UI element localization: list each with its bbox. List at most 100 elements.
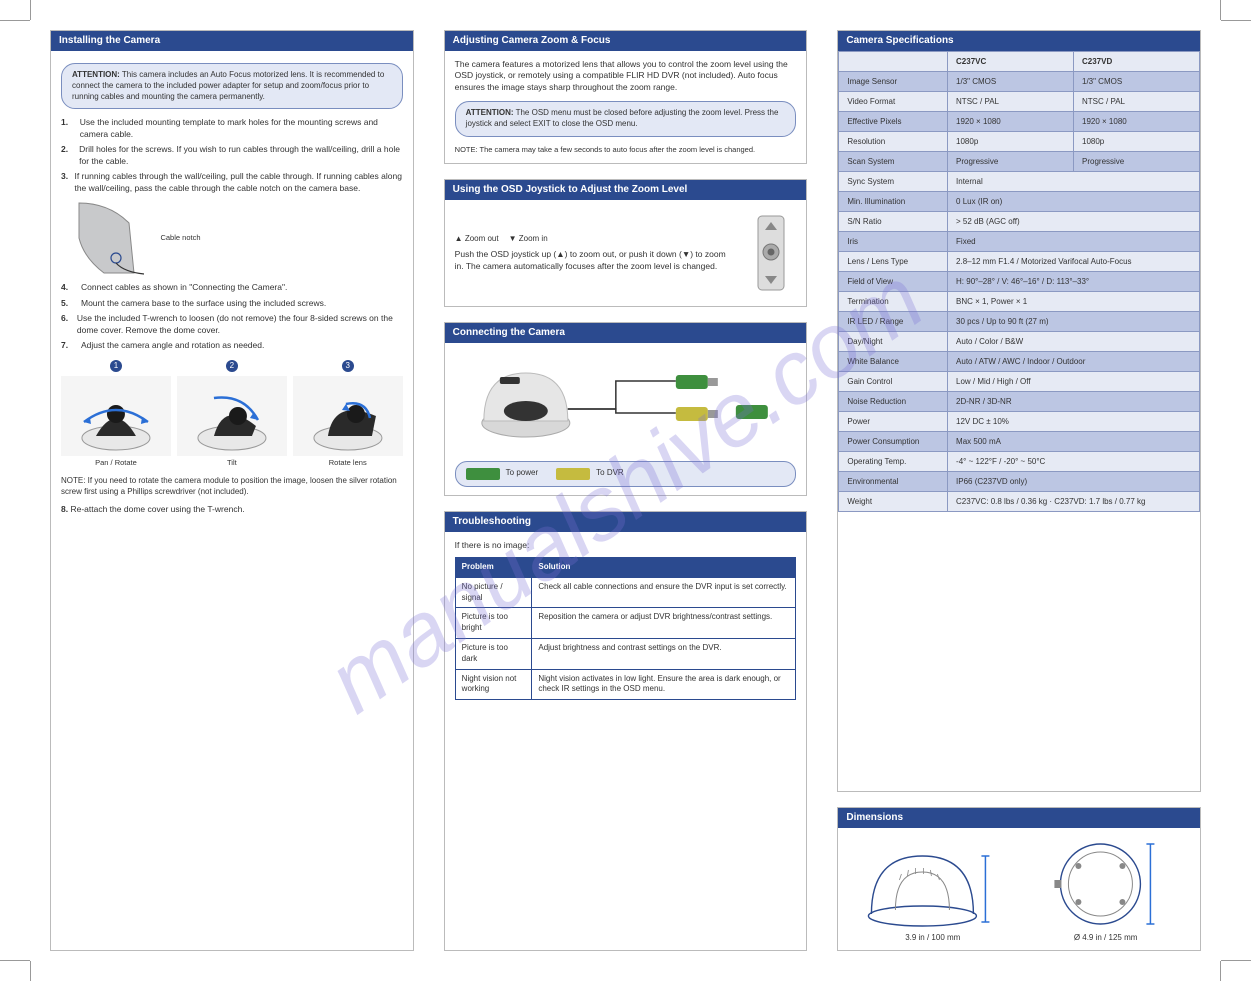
install-step-note: NOTE: If you need to rotate the camera m… [61,476,403,498]
spec-label-cell: Power [839,412,948,432]
spec-header-cell [839,52,948,72]
spec-label-cell: Sync System [839,172,948,192]
panel-install: Installing the Camera ATTENTION: This ca… [50,30,414,951]
spec-label-cell: Lens / Lens Type [839,252,948,272]
joystick-body: Push the OSD joystick up (▲) to zoom out… [455,249,737,272]
panel-install-header: Installing the Camera [51,31,413,51]
table-cell: Night vision not working [455,669,532,700]
dim-side-view: 3.9 in / 100 mm [846,836,1019,942]
spec-value-cell: NTSC / PAL [1074,92,1200,112]
spec-row: Image Sensor1/3" CMOS1/3" CMOS [839,72,1200,92]
spec-label-cell: Image Sensor [839,72,948,92]
spec-row: Resolution1080p1080p [839,132,1200,152]
install-step-7: Adjust the camera angle and rotation as … [81,340,264,351]
spec-value-cell: 12V DC ± 10% [948,412,1200,432]
spec-row: Power12V DC ± 10% [839,412,1200,432]
spec-value-cell: H: 90°–28° / V: 46°–16° / D: 113°–33° [948,272,1200,292]
spec-value-cell: Progressive [1074,152,1200,172]
spec-value-cell: 1/3" CMOS [948,72,1074,92]
zoom-att-title: ATTENTION: [466,108,514,117]
spec-label-cell: Power Consumption [839,432,948,452]
spec-value-cell: 1080p [1074,132,1200,152]
table-cell: Reposition the camera or adjust DVR brig… [532,608,796,639]
adj-pan-icon [61,376,171,456]
install-step-1: Use the included mounting template to ma… [80,117,403,140]
spec-row: Operating Temp.-4° ~ 122°F / -20° ~ 50°C [839,452,1200,472]
spec-label-cell: IR LED / Range [839,312,948,332]
spec-label-cell: S/N Ratio [839,212,948,232]
spec-row: Lens / Lens Type2.8–12 mm F1.4 / Motoriz… [839,252,1200,272]
legend-power: To power [506,468,538,479]
panel-connect-header: Connecting the Camera [445,323,807,343]
trouble-intro: If there is no image: [455,540,797,551]
spec-label-cell: Field of View [839,272,948,292]
spec-label-cell: Day/Night [839,332,948,352]
spec-label-cell: Scan System [839,152,948,172]
zoom-body: The camera features a motorized lens tha… [455,59,797,93]
spec-row: S/N Ratio> 52 dB (AGC off) [839,212,1200,232]
adj-cell-2: 2 Tilt [177,360,287,469]
spec-label-cell: White Balance [839,352,948,372]
spec-header-cell: C237VD [1074,52,1200,72]
spec-value-cell: Progressive [948,152,1074,172]
spec-row: Power ConsumptionMax 500 mA [839,432,1200,452]
spec-value-cell: 1920 × 1080 [948,112,1074,132]
spec-value-cell: Fixed [948,232,1200,252]
spec-value-cell: 1/3" CMOS [1074,72,1200,92]
panel-dimensions: Dimensions [837,807,1201,951]
spec-row: White BalanceAuto / ATW / AWC / Indoor /… [839,352,1200,372]
install-steps: Use the included mounting template to ma… [61,117,403,351]
dim-bottom-view: Ø 4.9 in / 125 mm [1019,836,1192,942]
spec-label-cell: Min. Illumination [839,192,948,212]
spec-label-cell: Video Format [839,92,948,112]
spec-label-cell: Environmental [839,472,948,492]
plug-video-icon [556,468,590,480]
spec-value-cell: C237VC: 0.8 lbs / 0.36 kg · C237VD: 1.7 … [948,492,1200,512]
install-step-6: Use the included T-wrench to loosen (do … [77,313,403,336]
install-step-8: Re-attach the dome cover using the T-wre… [70,504,244,514]
adjustment-row: 1 Pan / Rotate [61,360,403,469]
panel-dim-header: Dimensions [838,808,1200,828]
install-step-3: If running cables through the wall/ceili… [74,171,401,192]
spec-header-cell: C237VC [948,52,1074,72]
dim-dia-label: Ø 4.9 in / 125 mm [1019,933,1192,942]
spec-table: C237VCC237VDImage Sensor1/3" CMOS1/3" CM… [838,51,1200,512]
adj-tilt-icon [177,376,287,456]
spec-row: Effective Pixels1920 × 10801920 × 1080 [839,112,1200,132]
spec-label-cell: Weight [839,492,948,512]
adj-cell-3: 3 Rotate lens [293,360,403,469]
panel-specs-header: Camera Specifications [838,31,1200,51]
troubleshoot-table: Problem Solution No picture / signalChec… [455,557,797,700]
spec-row: IrisFixed [839,232,1200,252]
connect-diagram [455,351,797,451]
spec-value-cell: 0 Lux (IR on) [948,192,1200,212]
panel-troubleshoot: Troubleshooting If there is no image: Pr… [444,511,808,951]
spec-row: Sync SystemInternal [839,172,1200,192]
adj-rotate-icon [293,376,403,456]
adj-bullet-2: 2 [226,360,238,372]
page-container: Installing the Camera ATTENTION: This ca… [50,30,1201,951]
zoom-attention-box: ATTENTION: The OSD menu must be closed b… [455,101,797,137]
spec-value-cell: Max 500 mA [948,432,1200,452]
spec-label-cell: Termination [839,292,948,312]
table-row: Picture is too darkAdjust brightness and… [455,639,796,670]
trouble-col-0: Problem [455,558,532,578]
legend-video: To DVR [596,468,624,479]
table-cell: Picture is too bright [455,608,532,639]
spec-label-cell: Resolution [839,132,948,152]
spec-row: Field of ViewH: 90°–28° / V: 46°–16° / D… [839,272,1200,292]
joystick-up-label: Zoom out [465,234,499,243]
spec-label-cell: Iris [839,232,948,252]
table-row: No picture / signalCheck all cable conne… [455,577,796,608]
panel-install-body: ATTENTION: This camera includes an Auto … [51,51,413,523]
adj-label-2: Tilt [177,458,287,468]
adj-bullet-1: 1 [110,360,122,372]
table-cell: Check all cable connections and ensure t… [532,577,796,608]
spec-row: IR LED / Range30 pcs / Up to 90 ft (27 m… [839,312,1200,332]
spec-label-cell: Operating Temp. [839,452,948,472]
spec-label-cell: Effective Pixels [839,112,948,132]
table-cell: Adjust brightness and contrast settings … [532,639,796,670]
install-att-title: ATTENTION: [72,70,120,79]
install-attention-box: ATTENTION: This camera includes an Auto … [61,63,403,109]
dim-height-label: 3.9 in / 100 mm [846,933,1019,942]
